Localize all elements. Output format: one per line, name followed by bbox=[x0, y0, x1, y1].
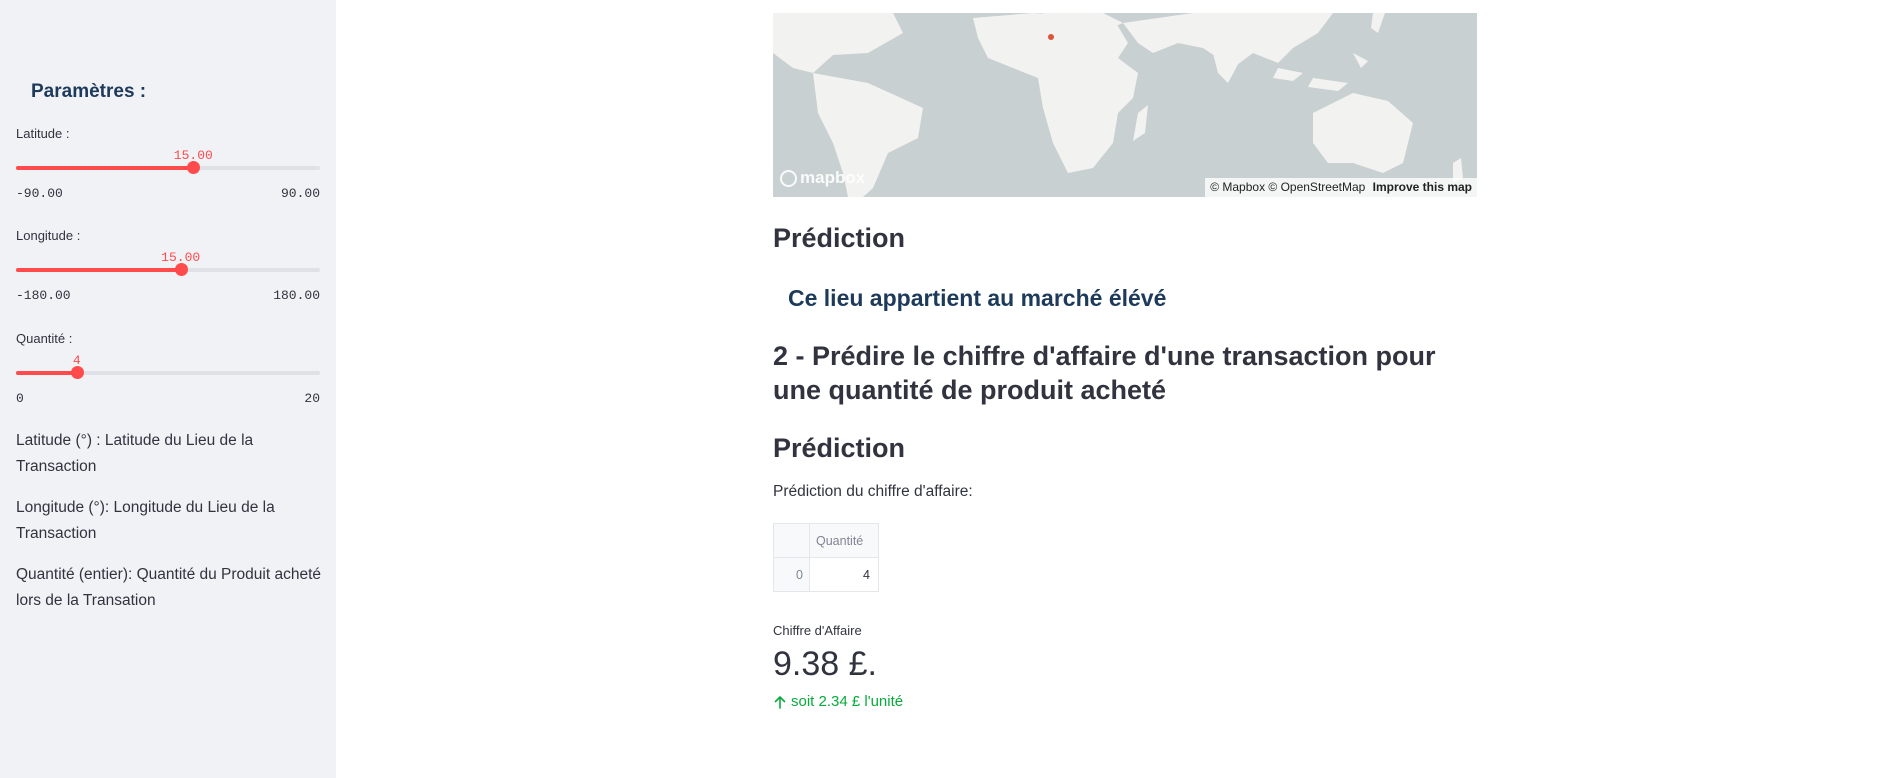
sidebar: Paramètres : Latitude : 15.00 -90.00 90.… bbox=[0, 0, 336, 778]
latitude-thumb[interactable] bbox=[187, 161, 201, 174]
map-point bbox=[1048, 34, 1054, 40]
table-cell[interactable]: 4 bbox=[809, 557, 879, 592]
prediction-heading-2: Prédiction bbox=[773, 433, 906, 463]
latitude-track[interactable] bbox=[16, 161, 320, 174]
metric-label: Chiffre d'Affaire bbox=[773, 623, 862, 638]
longitude-track[interactable] bbox=[16, 263, 320, 276]
table-header-row: Quantité bbox=[773, 523, 879, 558]
quantity-thumb[interactable] bbox=[70, 366, 84, 379]
latitude-fill bbox=[16, 166, 194, 170]
quantity-min: 0 bbox=[16, 391, 24, 406]
metric-delta-text: soit 2.34 £ l'unité bbox=[791, 693, 904, 710]
longitude-label: Longitude : bbox=[16, 228, 81, 243]
improve-map-link[interactable]: Improve this map bbox=[1372, 180, 1472, 194]
longitude-value: 15.00 bbox=[161, 250, 201, 265]
map-attribution-text[interactable]: © Mapbox © OpenStreetMap bbox=[1210, 180, 1366, 194]
help-longitude: Longitude (°): Longitude du Lieu de la T… bbox=[16, 499, 275, 542]
table-index-header bbox=[773, 523, 810, 558]
quantity-max: 20 bbox=[304, 391, 320, 406]
mapbox-logo-icon bbox=[780, 169, 797, 187]
dataframe[interactable]: Quantité 0 4 bbox=[773, 523, 879, 592]
quantity-label: Quantité : bbox=[16, 331, 73, 346]
prediction-paragraph: Prédiction du chiffre d'affaire: bbox=[773, 483, 973, 500]
quantity-track[interactable] bbox=[16, 366, 320, 379]
longitude-max: 180.00 bbox=[273, 288, 320, 303]
latitude-label: Latitude : bbox=[16, 126, 70, 141]
prediction-heading-1: Prédiction bbox=[773, 223, 906, 253]
latitude-min: -90.00 bbox=[16, 186, 63, 201]
table-row: 0 4 bbox=[773, 557, 879, 592]
mapbox-logo[interactable]: mapbox bbox=[780, 168, 865, 188]
map-land bbox=[773, 13, 1463, 197]
help-latitude: Latitude (°) : Latitude du Lieu de la Tr… bbox=[16, 432, 254, 475]
metric-delta: soit 2.34 £ l'unité bbox=[773, 693, 903, 710]
map-attribution: © Mapbox © OpenStreetMap Improve this ma… bbox=[1205, 178, 1477, 197]
market-result: Ce lieu appartient au marché élévé bbox=[788, 285, 1167, 311]
quantity-fill bbox=[16, 371, 77, 375]
mapbox-logo-text: mapbox bbox=[800, 168, 866, 187]
longitude-fill bbox=[16, 268, 181, 272]
arrow-up-icon bbox=[774, 695, 786, 709]
latitude-max: 90.00 bbox=[280, 186, 320, 201]
help-quantity: Quantité (entier): Quantité du Produit a… bbox=[16, 566, 322, 609]
table-column-header[interactable]: Quantité bbox=[809, 523, 879, 558]
table-row-index: 0 bbox=[773, 557, 810, 592]
sidebar-title: Paramètres : bbox=[31, 81, 147, 102]
quantity-value: 4 bbox=[72, 353, 81, 368]
longitude-min: -180.00 bbox=[16, 288, 71, 303]
section-heading: 2 - Prédire le chiffre d'affaire d'une t… bbox=[773, 341, 1436, 405]
map[interactable]: mapbox © Mapbox © OpenStreetMap Improve … bbox=[773, 13, 1477, 197]
metric-value: 9.38 £. bbox=[773, 645, 877, 683]
latitude-value: 15.00 bbox=[173, 148, 213, 163]
longitude-thumb[interactable] bbox=[174, 263, 188, 276]
